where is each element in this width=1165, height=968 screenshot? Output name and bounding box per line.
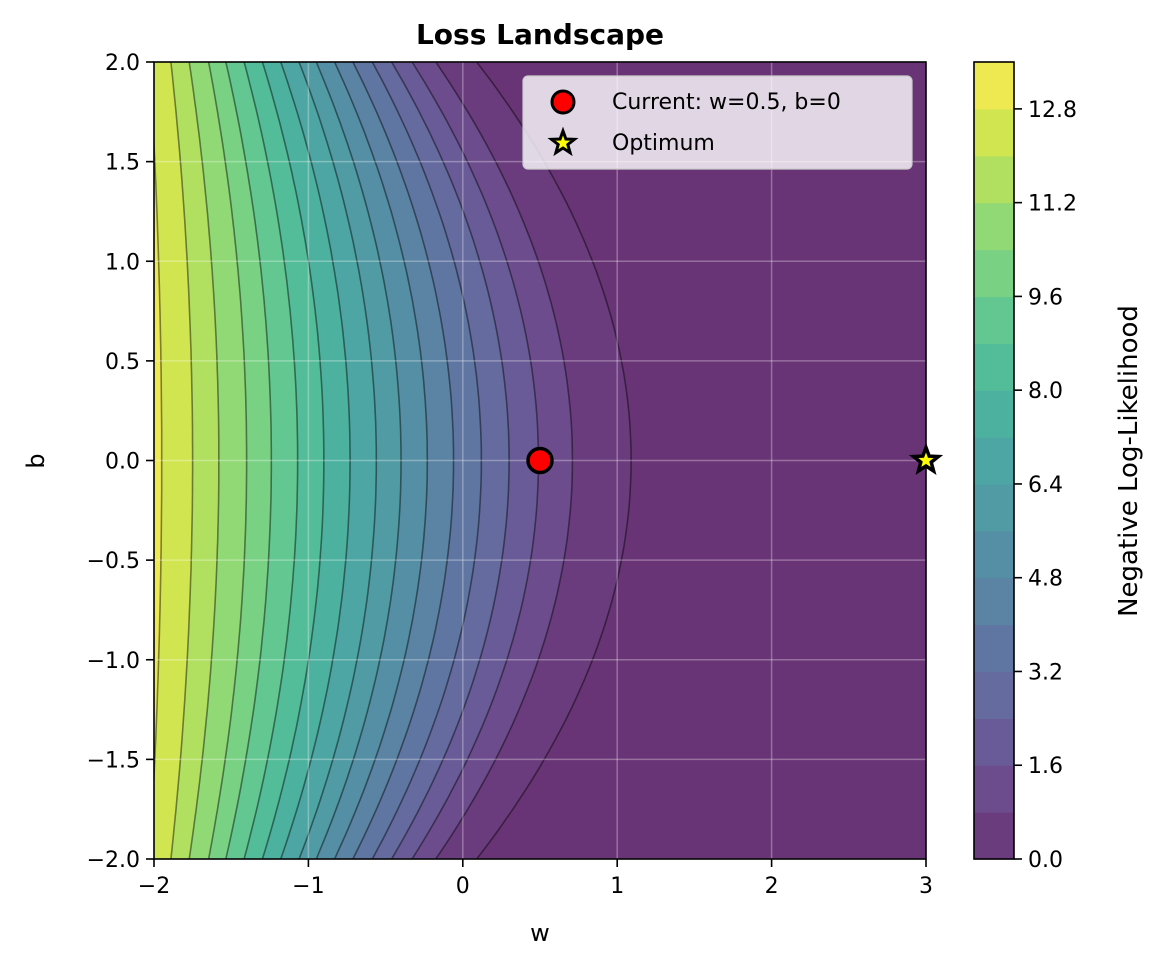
colorbar-tick-label: 1.6 — [1028, 754, 1063, 779]
x-tick-label: −2 — [138, 874, 170, 899]
colorbar-band — [974, 155, 1014, 204]
y-tick-label: −2.0 — [87, 848, 140, 873]
y-axis-label: b — [22, 453, 50, 468]
legend-optimum-label: Optimum — [612, 131, 715, 156]
y-tick-label: −1.5 — [87, 748, 140, 773]
contour-lines — [154, 62, 632, 859]
legend-box — [522, 75, 913, 170]
legend-optimum-marker — [547, 126, 579, 157]
colorbar-tick-label: 0.0 — [1028, 848, 1063, 873]
contour-line — [333, 62, 429, 859]
colorbar-band — [974, 343, 1014, 391]
colorbar-band — [974, 577, 1014, 626]
contour-line — [207, 62, 248, 859]
x-tick-label: 1 — [610, 874, 624, 899]
y-tick-label: −0.5 — [87, 549, 140, 574]
colorbar-band — [974, 812, 1014, 860]
colorbar-tick-label: 12.8 — [1028, 98, 1077, 123]
colorbar-tick-label: 4.8 — [1028, 567, 1063, 592]
optimum-point-marker — [908, 442, 944, 476]
colorbar-tick-label: 8.0 — [1028, 379, 1063, 404]
colorbar-band — [974, 296, 1014, 344]
colorbar-band — [974, 108, 1014, 157]
contour-line — [261, 62, 325, 859]
chart-title: Loss Landscape — [416, 18, 664, 51]
plot-area — [153, 61, 927, 860]
x-tick-label: 0 — [456, 874, 470, 899]
contour-line — [243, 62, 299, 859]
contour-band — [476, 62, 926, 859]
contour-line — [371, 62, 483, 859]
colorbar-band — [974, 765, 1014, 813]
colorbar-band — [974, 249, 1014, 298]
contour-line — [188, 62, 220, 859]
contour-line — [154, 129, 163, 792]
contour-line — [435, 62, 574, 859]
colorbar-band — [974, 671, 1014, 719]
y-tick-label: −1.0 — [87, 649, 140, 674]
colorbar-tick-label: 6.4 — [1028, 473, 1063, 498]
colorbar-label: Negative Log-Likelihood — [1114, 305, 1144, 617]
legend: Current: w=0.5, b=0 Optimum — [522, 75, 913, 170]
y-tick-label: 0.0 — [105, 450, 140, 475]
contour-line — [352, 62, 455, 859]
legend-current-label: Current: w=0.5, b=0 — [612, 90, 841, 115]
x-axis-label: w — [530, 919, 550, 947]
colorbar-tick-label: 3.2 — [1028, 660, 1063, 685]
colorbar-frame — [973, 61, 1015, 860]
colorbar-band — [974, 202, 1014, 251]
y-axis: −2.0 −1.5 −1.0 −0.5 0.0 0.5 1.0 1.5 2.0 — [87, 51, 154, 873]
colorbar-band — [974, 437, 1014, 485]
contour-line — [315, 62, 402, 859]
current-point-marker — [526, 446, 554, 475]
contour-fill — [154, 62, 926, 859]
markers — [526, 442, 944, 476]
contour-line — [225, 62, 273, 859]
colorbar-band — [974, 390, 1014, 438]
y-tick-label: 0.5 — [105, 350, 140, 375]
contour-line — [298, 62, 378, 859]
contour-line — [279, 62, 351, 859]
x-axis: −2 −1 0 1 2 3 — [138, 859, 933, 899]
y-tick-label: 2.0 — [105, 51, 140, 76]
contour-line — [170, 62, 194, 859]
y-tick-label: 1.0 — [105, 250, 140, 275]
x-tick-label: 3 — [919, 874, 933, 899]
colorbar: 0.0 1.6 3.2 4.8 6.4 8.0 9.6 11.2 12.8 Negative L… — [973, 61, 1144, 873]
colorbar-ticks: 0.0 1.6 3.2 4.8 6.4 8.0 9.6 11.2 12.8 — [1014, 98, 1077, 873]
colorbar-band — [974, 483, 1014, 532]
x-tick-label: −1 — [292, 874, 324, 899]
colorbar-tick-label: 11.2 — [1028, 192, 1077, 217]
contour-line — [476, 62, 632, 859]
colorbar-gradient — [974, 62, 1014, 860]
colorbar-band — [974, 530, 1014, 579]
y-tick-label: 1.5 — [105, 151, 140, 176]
colorbar-band — [974, 62, 1014, 110]
legend-current-marker — [550, 89, 576, 115]
colorbar-band — [974, 624, 1014, 673]
colorbar-band — [974, 718, 1014, 766]
contour-line — [390, 62, 510, 859]
x-tick-label: 2 — [765, 874, 779, 899]
colorbar-tick-label: 9.6 — [1028, 285, 1063, 310]
